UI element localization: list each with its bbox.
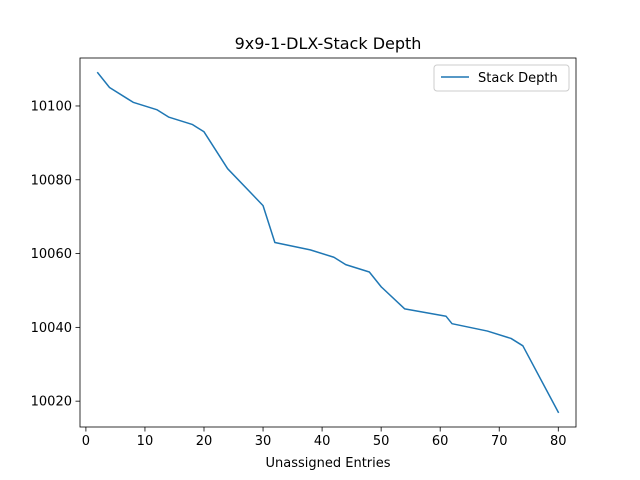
x-tick-label: 80 <box>550 434 567 449</box>
plot-area <box>79 57 577 428</box>
legend-box <box>433 64 570 92</box>
x-axis-label: Unassigned Entries <box>265 456 390 471</box>
y-tick-label: 10100 <box>31 99 72 114</box>
axes-frame <box>79 57 577 428</box>
y-tick-label: 10020 <box>31 395 72 410</box>
x-tick-label: 0 <box>82 434 90 449</box>
x-tick-label: 40 <box>314 434 331 449</box>
y-tick-label: 10080 <box>31 173 72 188</box>
legend: Stack Depth <box>433 64 570 92</box>
x-axis-ticks: 0 10 20 30 40 50 60 70 80 <box>82 427 567 449</box>
y-tick-label: 10040 <box>31 321 72 336</box>
x-tick-label: 30 <box>255 434 272 449</box>
x-tick-label: 60 <box>432 434 449 449</box>
x-tick-label: 20 <box>196 434 213 449</box>
y-tick-label: 10060 <box>31 247 72 262</box>
x-tick-label: 10 <box>137 434 154 449</box>
series-line-0 <box>96 71 560 414</box>
chart-title: 9x9-1-DLX-Stack Depth <box>235 34 422 53</box>
y-axis-ticks: 10020 10040 10060 10080 10100 <box>31 99 80 410</box>
x-tick-label: 50 <box>373 434 390 449</box>
x-tick-label: 70 <box>491 434 508 449</box>
legend-label: Stack Depth <box>478 71 558 86</box>
